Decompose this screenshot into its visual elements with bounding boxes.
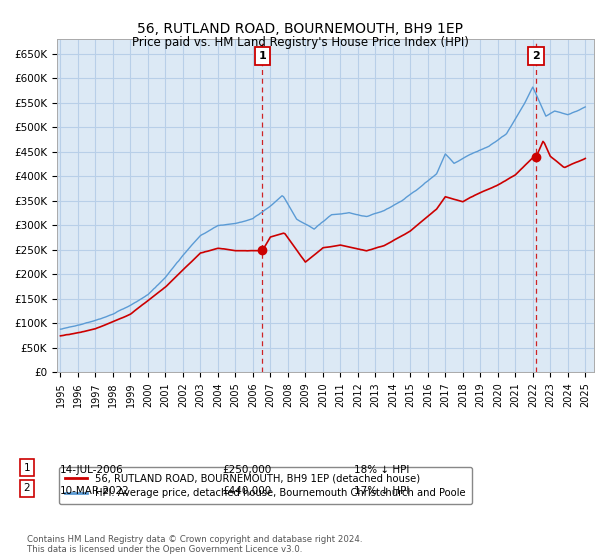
Text: 2: 2: [23, 483, 31, 493]
Legend: 56, RUTLAND ROAD, BOURNEMOUTH, BH9 1EP (detached house), HPI: Average price, det: 56, RUTLAND ROAD, BOURNEMOUTH, BH9 1EP (…: [59, 467, 472, 504]
Text: 18% ↓ HPI: 18% ↓ HPI: [354, 465, 409, 475]
Text: Price paid vs. HM Land Registry's House Price Index (HPI): Price paid vs. HM Land Registry's House …: [131, 36, 469, 49]
Text: 56, RUTLAND ROAD, BOURNEMOUTH, BH9 1EP: 56, RUTLAND ROAD, BOURNEMOUTH, BH9 1EP: [137, 22, 463, 36]
Text: 10-MAR-2022: 10-MAR-2022: [60, 486, 130, 496]
Text: £440,000: £440,000: [222, 486, 271, 496]
Text: 1: 1: [23, 463, 31, 473]
Text: 2: 2: [532, 52, 540, 62]
Text: Contains HM Land Registry data © Crown copyright and database right 2024.
This d: Contains HM Land Registry data © Crown c…: [27, 535, 362, 554]
Text: 1: 1: [259, 52, 266, 62]
Text: 17% ↓ HPI: 17% ↓ HPI: [354, 486, 409, 496]
Text: 14-JUL-2006: 14-JUL-2006: [60, 465, 124, 475]
Text: £250,000: £250,000: [222, 465, 271, 475]
